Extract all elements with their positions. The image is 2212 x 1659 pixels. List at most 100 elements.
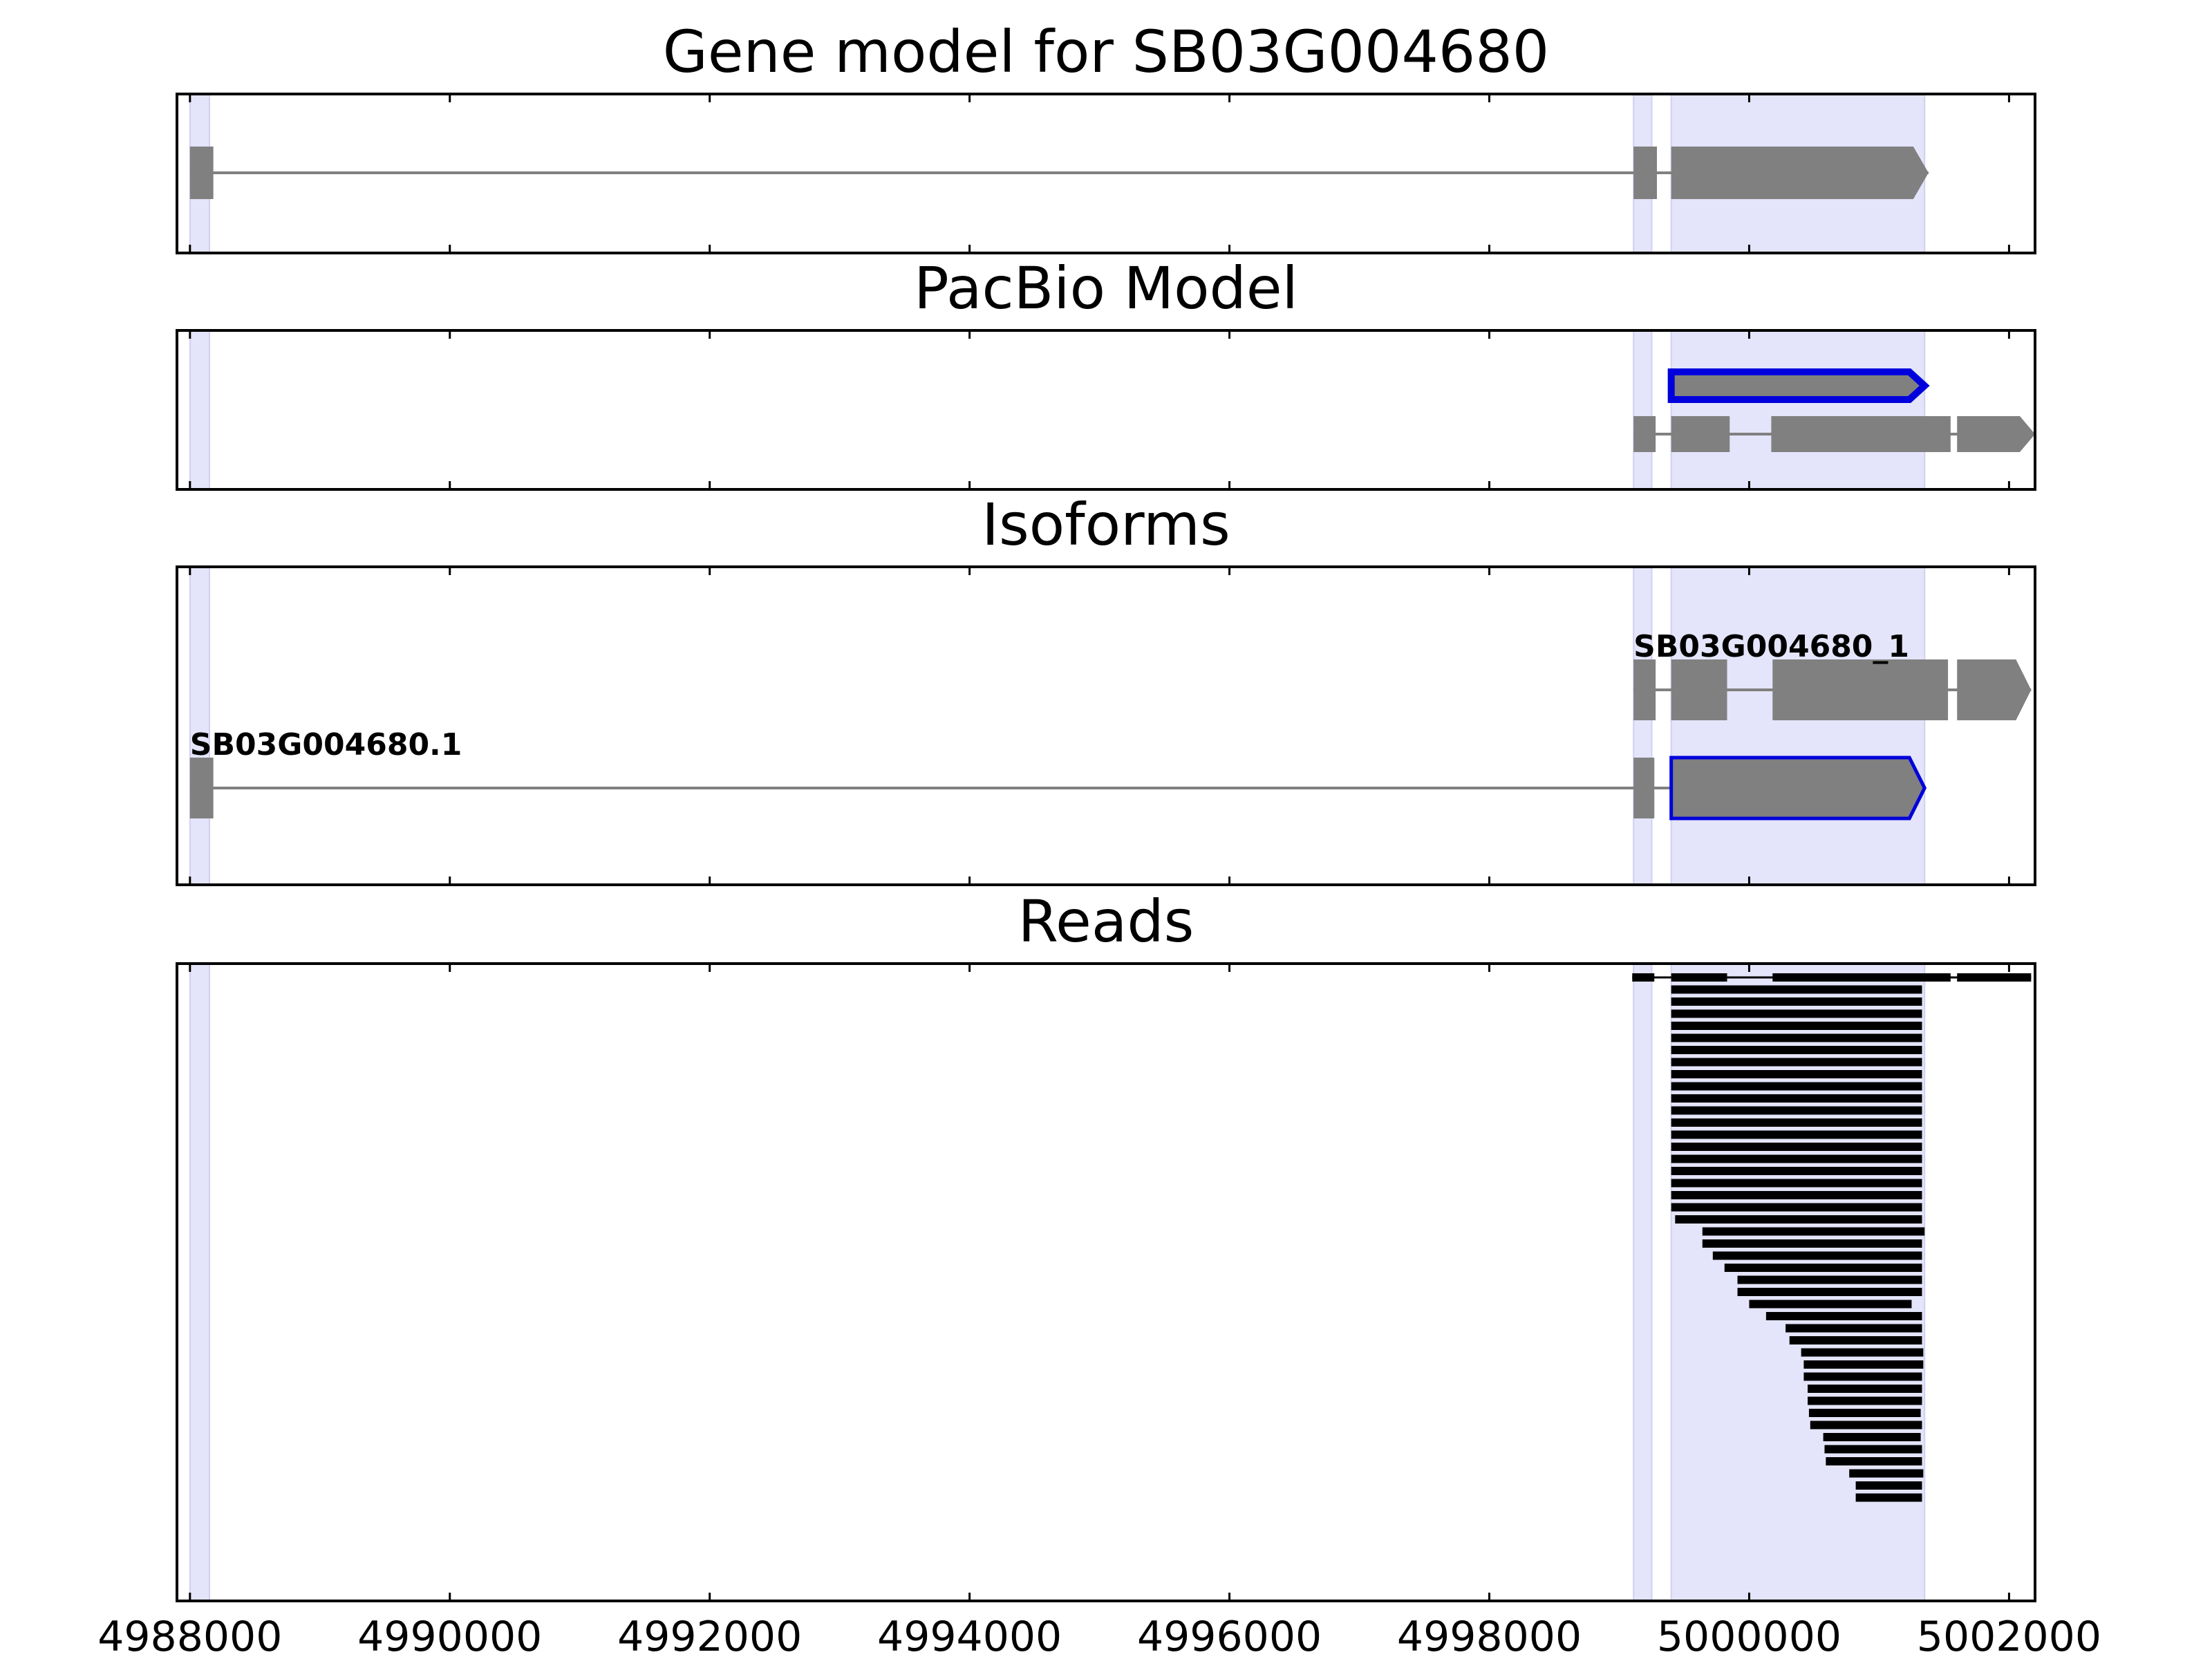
read-block — [1803, 1372, 1922, 1381]
read-block — [1785, 1324, 1922, 1333]
panel-title-isoforms: Isoforms — [982, 491, 1230, 559]
exon — [1957, 659, 2032, 720]
read — [1801, 1348, 1924, 1357]
read-block — [1772, 973, 1951, 982]
read — [1671, 1033, 1922, 1042]
highlight-region — [1670, 566, 1926, 885]
highlight-regions — [189, 330, 1926, 490]
panel-frame — [176, 565, 2036, 886]
panel-reads: Reads — [176, 888, 2036, 1602]
exon — [1671, 416, 1730, 452]
x-tick-label: 5000000 — [1657, 1613, 1841, 1659]
read-block — [1789, 1336, 1922, 1344]
panel-title-pacbio-model: PacBio Model — [914, 254, 1298, 322]
read-block — [1724, 1264, 1922, 1272]
read — [1671, 1167, 1922, 1175]
read-block — [1671, 1094, 1922, 1103]
read-block — [1737, 1288, 1922, 1296]
read-block — [1671, 985, 1922, 994]
isoform-label: SB03G004680.1 — [190, 727, 462, 762]
exon — [1772, 659, 1949, 720]
read — [1671, 1130, 1922, 1139]
read-block — [1737, 1275, 1922, 1284]
exon — [1633, 147, 1658, 199]
read-block — [1801, 1348, 1924, 1357]
exon — [1771, 416, 1951, 452]
x-tick-label: 4988000 — [97, 1613, 282, 1659]
highlight-region — [1633, 566, 1653, 885]
read — [1671, 1106, 1922, 1115]
exon — [1667, 368, 1930, 403]
read-block — [1855, 1481, 1922, 1490]
read — [1737, 1288, 1922, 1296]
read — [1765, 1312, 1922, 1320]
read — [1823, 1433, 1921, 1441]
panel-frame — [176, 962, 2036, 1602]
read — [1671, 1143, 1922, 1151]
read — [1671, 985, 1922, 994]
read — [1671, 1082, 1922, 1091]
read-block — [1675, 1215, 1922, 1224]
read — [1849, 1469, 1924, 1478]
exon — [1671, 659, 1727, 720]
read-block — [1671, 1009, 1922, 1018]
gene-model: SB03G004680.1 — [189, 727, 1927, 821]
gene-model — [1667, 368, 1930, 403]
read — [1671, 1058, 1922, 1067]
highlight-regions — [189, 963, 1926, 1602]
read-block — [1702, 1239, 1922, 1248]
panel-title-reads: Reads — [1018, 888, 1194, 955]
read-block — [1671, 1167, 1922, 1175]
read-block — [1957, 973, 2032, 982]
read — [1737, 1275, 1922, 1284]
read — [1671, 1094, 1922, 1103]
highlight-region — [189, 330, 210, 490]
panel-gene-model: Gene model for SB03G004680 — [176, 18, 2036, 254]
x-tick-label: 4992000 — [617, 1613, 802, 1659]
read — [1671, 997, 1922, 1006]
read — [1671, 1154, 1922, 1163]
read-block — [1671, 1179, 1922, 1188]
read-block — [1712, 1251, 1922, 1260]
read-block — [1808, 1385, 1922, 1393]
read — [1826, 1457, 1922, 1465]
read-block — [1671, 973, 1727, 982]
exon — [189, 147, 214, 199]
x-axis: 4988000 4990000 4992000 4994000 4996000 49980… — [97, 1613, 2101, 1659]
read-block — [1671, 1082, 1922, 1091]
panel-title-gene-model: Gene model for SB03G004680 — [663, 18, 1549, 86]
x-tick-label: 4998000 — [1397, 1613, 1582, 1659]
read — [1671, 1070, 1922, 1078]
read-block — [1810, 1421, 1922, 1430]
read — [1810, 1421, 1922, 1430]
read — [1855, 1481, 1922, 1490]
gene-model — [189, 147, 1929, 199]
read-block — [1808, 1396, 1922, 1405]
read — [1671, 1009, 1922, 1018]
panel-frame — [176, 93, 2036, 254]
highlight-region — [1670, 330, 1926, 490]
reads-group — [1632, 973, 2032, 1502]
gene-model: SB03G004680_1 — [1633, 629, 2032, 720]
highlight-region — [189, 963, 210, 1602]
exon — [1957, 416, 2035, 452]
read-block — [1671, 1046, 1922, 1054]
read-block — [1671, 1203, 1922, 1212]
read — [1632, 973, 2032, 982]
read — [1671, 1022, 1922, 1030]
read-block — [1671, 1191, 1922, 1199]
read — [1803, 1360, 1924, 1369]
read — [1724, 1264, 1922, 1272]
isoform-label: SB03G004680_1 — [1633, 629, 1909, 664]
read-block — [1671, 1118, 1922, 1127]
x-tick-label: 4994000 — [877, 1613, 1062, 1659]
read-block — [1671, 1143, 1922, 1151]
read — [1789, 1336, 1922, 1344]
read — [1803, 1372, 1922, 1381]
read-block — [1826, 1457, 1922, 1465]
read — [1671, 1046, 1922, 1054]
x-tick-label: 4990000 — [357, 1613, 542, 1659]
read — [1749, 1300, 1912, 1309]
exon — [1669, 756, 1927, 821]
read-block — [1671, 1033, 1922, 1042]
